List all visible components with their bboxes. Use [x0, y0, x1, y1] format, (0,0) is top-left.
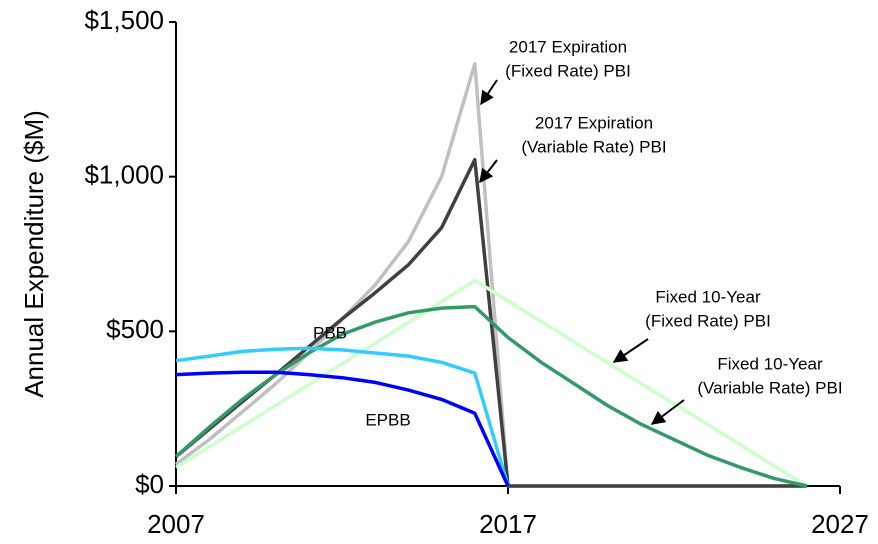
arrow [650, 399, 685, 425]
annotation: PBB [313, 323, 347, 342]
y-axis-label: Annual Expenditure ($M) [19, 110, 49, 398]
series-line [175, 346, 510, 487]
y-tick-label: $500 [106, 314, 164, 344]
y-tick-label: $0 [135, 469, 164, 499]
annotation: Fixed 10-Year [655, 287, 761, 306]
annotation: (Variable Rate) PBI [697, 378, 842, 397]
series-line [175, 278, 808, 488]
arrow [479, 159, 498, 184]
arrows [479, 79, 685, 425]
series-line [174, 62, 807, 488]
arrow [480, 79, 498, 106]
annotation: EPBB [365, 410, 410, 429]
annotation: 2017 Expiration [509, 37, 627, 56]
annotation: (Fixed Rate) PBI [645, 311, 771, 330]
x-tick-label: 2027 [811, 509, 869, 539]
series-line [175, 370, 510, 487]
annotation: Fixed 10-Year [717, 354, 823, 373]
annotation: 2017 Expiration [535, 113, 653, 132]
y-tick-label: $1,000 [84, 160, 164, 190]
x-tick-label: 2007 [147, 509, 205, 539]
annotation: (Variable Rate) PBI [521, 137, 666, 156]
annotation: (Fixed Rate) PBI [505, 61, 631, 80]
x-tick-label: 2017 [479, 509, 537, 539]
arrow [612, 338, 649, 363]
y-tick-label: $1,500 [84, 5, 164, 35]
